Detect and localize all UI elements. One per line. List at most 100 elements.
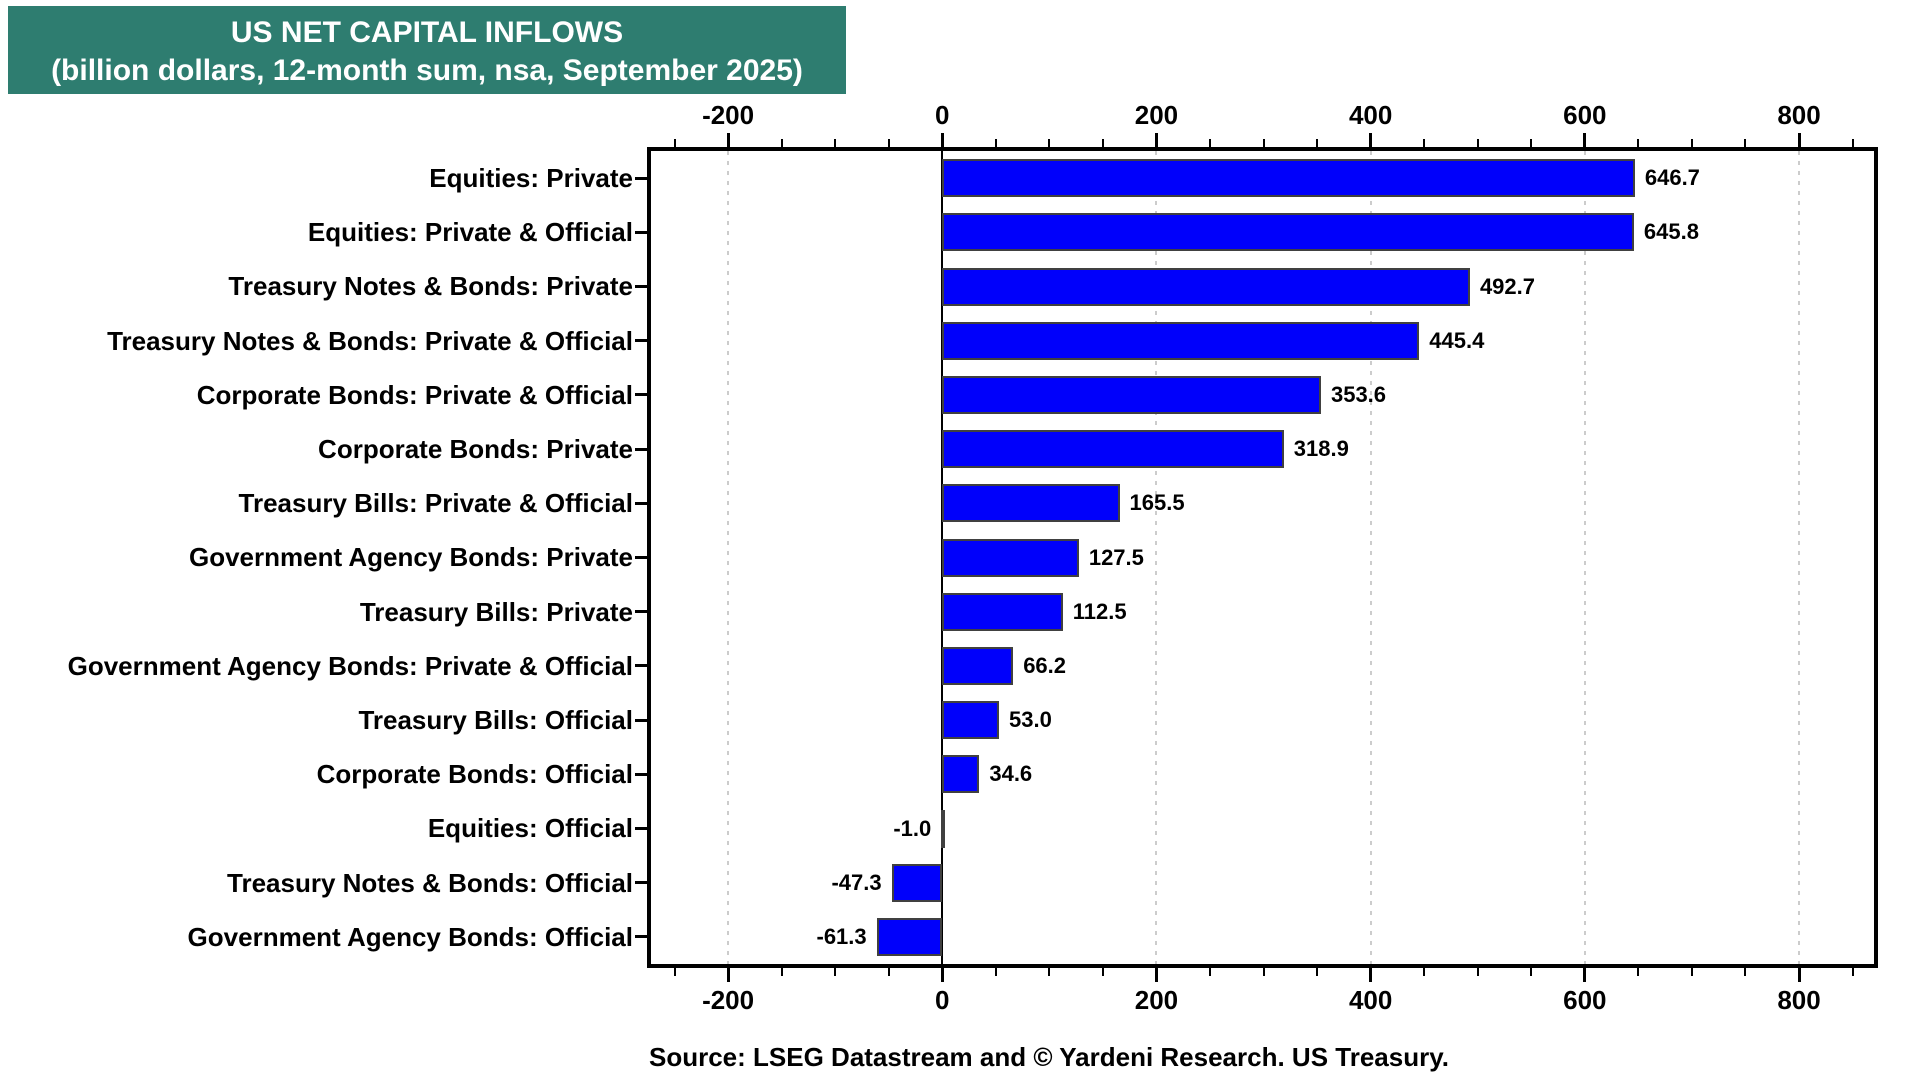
x-axis-minor-tick-top — [834, 139, 837, 147]
x-axis-minor-tick-top — [1476, 139, 1479, 147]
category-label: Equities: Private — [429, 163, 633, 193]
x-axis-minor-tick-top — [1262, 139, 1265, 147]
bar — [942, 755, 980, 794]
x-axis-tick-label-top: 200 — [1134, 100, 1179, 130]
source-note: Source: LSEG Datastream and © Yardeni Re… — [649, 1042, 1449, 1072]
category-label: Treasury Notes & Bonds: Private — [228, 271, 633, 302]
bar-value-label: 112.5 — [1072, 598, 1127, 624]
category-tick — [635, 664, 647, 668]
x-axis-tick-label-top: 800 — [1777, 100, 1821, 130]
category-tick — [635, 827, 647, 830]
category-tick — [635, 881, 647, 885]
x-axis-tick-label-top: 400 — [1348, 100, 1393, 130]
x-axis-minor-tick-bottom — [780, 968, 783, 976]
chart-title: US NET CAPITAL INFLOWS — [230, 16, 624, 49]
x-axis-major-tick-top — [1797, 133, 1801, 147]
category-tick — [635, 176, 647, 180]
x-axis-minor-tick-bottom — [1690, 968, 1693, 976]
bar-value-label: 127.5 — [1088, 544, 1144, 570]
grid-line — [1369, 151, 1372, 964]
x-axis-minor-tick-top — [1530, 139, 1533, 147]
x-axis-minor-tick-bottom — [1316, 968, 1319, 976]
bar — [942, 430, 1284, 469]
x-axis-major-tick-bottom — [726, 968, 730, 982]
bar-value-label: 165.5 — [1129, 490, 1185, 516]
x-axis-tick-label-bottom: 800 — [1777, 985, 1821, 1015]
x-axis-minor-tick-bottom — [673, 968, 676, 976]
x-axis-tick-label-top: 600 — [1563, 100, 1607, 130]
bar — [942, 213, 1634, 252]
bar — [942, 267, 1470, 306]
x-axis-minor-tick-top — [1851, 139, 1854, 147]
x-axis-minor-tick-top — [673, 139, 676, 147]
bar-value-label: 66.2 — [1023, 652, 1067, 678]
x-axis-major-tick-top — [1583, 133, 1587, 147]
bar — [942, 375, 1321, 414]
category-label: Corporate Bonds: Private — [318, 434, 633, 464]
category-tick — [635, 610, 647, 614]
x-axis-major-tick-bottom — [1369, 968, 1373, 982]
x-axis-minor-tick-top — [1744, 139, 1747, 147]
category-label: Government Agency Bonds: Private & Offic… — [67, 650, 633, 681]
category-label: Government Agency Bonds: Private — [188, 542, 633, 573]
bar-value-label: 646.7 — [1644, 165, 1700, 191]
bar — [942, 701, 1000, 740]
x-axis-tick-label-bottom: 0 — [935, 985, 950, 1015]
category-label: Treasury Notes & Bonds: Private & Offici… — [107, 325, 633, 356]
x-axis-major-tick-bottom — [940, 968, 944, 982]
bar-value-label: 645.8 — [1643, 219, 1699, 245]
chart-subtitle: (billion dollars, 12-month sum, nsa, Sep… — [51, 54, 803, 87]
bar — [942, 484, 1120, 523]
bar — [876, 917, 943, 956]
category-tick — [635, 935, 647, 939]
category-tick — [635, 285, 647, 288]
grid-line — [1155, 151, 1158, 964]
bar — [942, 592, 1063, 631]
x-axis-major-tick-bottom — [1154, 968, 1158, 982]
x-axis-minor-tick-bottom — [887, 968, 890, 976]
plot-area: 646.7 645.8 492.7 445.4 353.6 318.9 165.5 127.5… — [647, 147, 1878, 968]
x-axis-major-tick-top — [726, 133, 730, 147]
category-tick — [635, 393, 647, 397]
bar — [942, 159, 1635, 198]
x-axis-tick-label-bottom: -200 — [702, 985, 755, 1015]
category-label: Government Agency Bonds: Official — [187, 921, 633, 952]
category-label: Corporate Bonds: Private & Official — [196, 379, 633, 410]
category-tick — [635, 447, 647, 451]
x-axis-minor-tick-bottom — [1209, 968, 1212, 976]
x-axis-minor-tick-top — [1423, 139, 1426, 147]
bar-value-label: -1.0 — [893, 815, 932, 841]
bar — [942, 538, 1079, 577]
x-axis-minor-tick-bottom — [994, 968, 997, 976]
x-axis-minor-tick-top — [887, 139, 890, 147]
x-axis-major-tick-top — [1369, 133, 1373, 147]
category-label: Treasury Bills: Official — [358, 705, 633, 735]
category-tick — [635, 230, 647, 234]
x-axis-minor-tick-bottom — [1637, 968, 1640, 976]
bar — [891, 863, 943, 902]
x-axis-minor-tick-top — [994, 139, 997, 147]
bar-value-label: 318.9 — [1293, 436, 1349, 462]
x-axis-minor-tick-bottom — [1262, 968, 1265, 976]
grid-line — [1583, 151, 1586, 964]
x-axis-minor-tick-bottom — [1530, 968, 1533, 976]
bar-value-label: 353.6 — [1330, 381, 1387, 407]
category-label: Corporate Bonds: Official — [316, 759, 633, 790]
bar-value-label: 492.7 — [1479, 273, 1535, 299]
category-label: Equities: Official — [427, 813, 633, 844]
x-axis-minor-tick-bottom — [834, 968, 837, 976]
category-tick — [635, 339, 647, 343]
y-axis-category-labels: Equities: Private Equities: Private & Off… — [0, 151, 633, 964]
x-axis-minor-tick-top — [1316, 139, 1319, 147]
x-axis-minor-tick-top — [1101, 139, 1104, 147]
category-tick — [635, 772, 647, 776]
x-axis-minor-tick-top — [1048, 139, 1051, 147]
x-axis-minor-tick-bottom — [1851, 968, 1854, 976]
x-axis-tick-label-top: 0 — [935, 100, 950, 130]
x-axis-tick-label-bottom: 600 — [1563, 985, 1607, 1015]
category-label: Equities: Private & Official — [307, 217, 633, 248]
bar — [942, 321, 1420, 360]
x-axis-major-tick-top — [940, 133, 944, 147]
category-tick — [635, 501, 647, 505]
